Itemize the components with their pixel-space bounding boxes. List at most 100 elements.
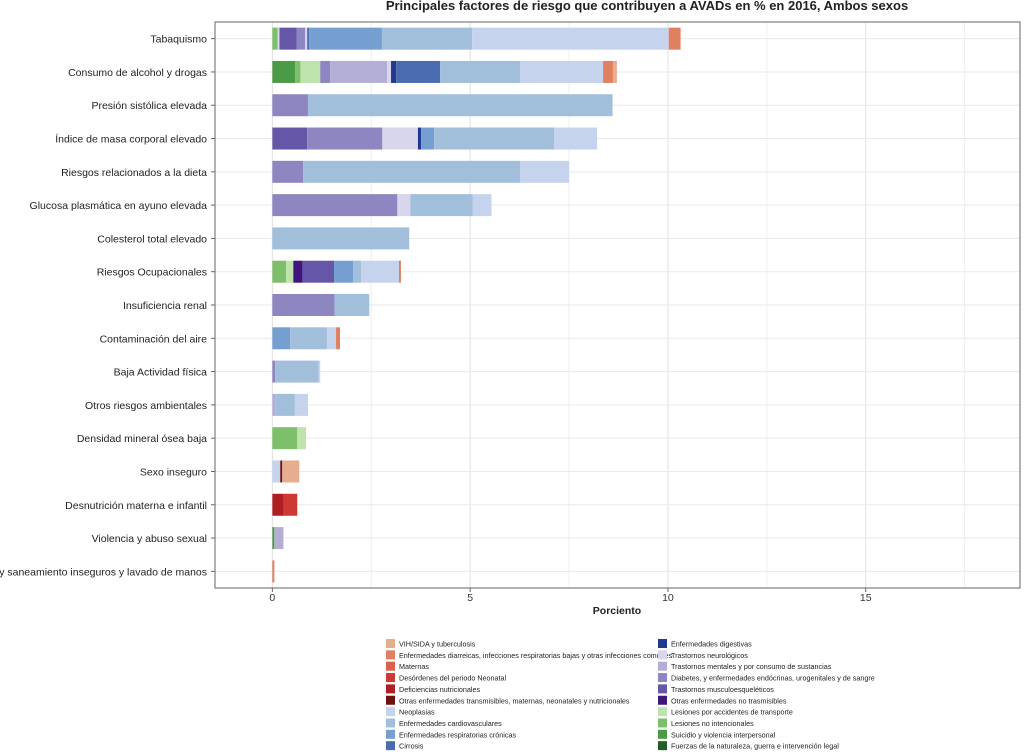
bar-segment: [272, 227, 410, 250]
legend-label: Cirrosis: [399, 742, 424, 751]
bar-segment: [307, 27, 310, 50]
legend-label: Diabetes, y enfermedades endócrinas, uro…: [671, 674, 875, 683]
legend-label: VIH/SIDA y tuberculosis: [399, 640, 476, 649]
x-tick-label: 10: [662, 592, 674, 604]
category-label: Riesgos Ocupacionales: [97, 267, 207, 279]
bar-segment: [294, 393, 308, 416]
legend-label: Trastornos musculoesqueléticos: [671, 685, 774, 694]
bar-segment: [283, 493, 298, 516]
legend-swatch: [386, 718, 395, 728]
x-tick-labels: 0 5 10 15: [269, 588, 872, 604]
legend-swatch: [386, 639, 395, 648]
legend-item: Enfermedades cardiovasculares: [386, 718, 502, 728]
category-label: Riesgos relacionados a la dieta: [61, 167, 207, 179]
legend-item: VIH/SIDA y tuberculosis: [386, 639, 476, 649]
legend-swatch: [658, 718, 667, 728]
bar-segment: [387, 60, 392, 83]
legend-swatch: [658, 707, 667, 717]
legend-item: Enfermedades digestivas: [658, 639, 752, 649]
bar-segment: [472, 27, 669, 50]
bars: [272, 27, 681, 583]
bar-segment: [290, 327, 327, 350]
bar-segment: [519, 60, 604, 83]
legend-label: Desórdenes del periodo Neonatal: [399, 674, 506, 683]
legend-swatch: [658, 741, 667, 751]
bar-segment: [275, 360, 319, 383]
bar-segment: [272, 327, 291, 350]
legend-swatch: [386, 729, 395, 739]
bar-segment: [334, 260, 354, 283]
bar-segment: [272, 360, 276, 383]
bar-segment: [272, 160, 304, 183]
bar-segment: [293, 260, 303, 283]
legend: VIH/SIDA y tuberculosis Enfermedades diar…: [386, 639, 875, 751]
bar-segment: [272, 560, 275, 583]
bar-segment: [307, 127, 383, 150]
bar-segment: [303, 160, 520, 183]
bar-segment: [381, 27, 473, 50]
bar-segment: [440, 60, 520, 83]
category-label: Consumo de alcohol y drogas: [68, 67, 207, 79]
bar-segment: [519, 160, 570, 183]
bar-segment: [417, 127, 422, 150]
legend-swatch: [658, 639, 667, 648]
legend-item: Otras enfermedades no trasmisibles: [658, 695, 787, 705]
bar-segment: [272, 493, 284, 516]
bar-segment: [353, 260, 361, 283]
legend-item: Neoplasias: [386, 707, 435, 717]
legend-item: Deficiencias nutricionales: [386, 684, 481, 694]
chart-title: Principales factores de riesgo que contr…: [386, 0, 908, 13]
bar-segment: [397, 194, 411, 217]
legend-item: Otras enfermedades transmisibles, matern…: [386, 695, 630, 705]
bar-segment: [336, 327, 341, 350]
plot-border: [214, 21, 1021, 589]
legend-swatch: [658, 650, 667, 660]
legend-item: Diabetes, y enfermedades endócrinas, uro…: [658, 673, 875, 683]
category-labels: Tabaquismo Consumo de alcohol y drogas Pre…: [0, 34, 215, 578]
bar-segment: [279, 27, 297, 50]
category-label: Agua y saneamiento inseguros y lavado de…: [0, 566, 207, 578]
bar-segment: [302, 260, 335, 283]
legend-swatch: [658, 695, 667, 705]
legend-item: Trastornos mentales y por consumo de sus…: [658, 661, 832, 671]
legend-swatch: [658, 661, 667, 671]
legend-swatch: [386, 741, 395, 751]
bar-segment: [668, 27, 681, 50]
legend-label: Lesiones por accidentes de transporte: [671, 708, 793, 717]
bar-segment: [272, 27, 278, 50]
bar-segment: [272, 393, 276, 416]
legend-label: Otras enfermedades transmisibles, matern…: [399, 696, 630, 705]
bar-segment: [272, 294, 335, 316]
bar-segment: [272, 427, 298, 450]
bar-segment: [382, 127, 418, 150]
legend-item: Maternas: [386, 661, 429, 671]
legend-label: Enfermedades digestivas: [671, 640, 752, 649]
bar-segment: [603, 60, 613, 83]
bar-segment: [274, 527, 284, 550]
legend-swatch: [386, 673, 395, 683]
legend-label: Suicidio y violencia interpersonal: [671, 730, 776, 739]
legend-swatch: [386, 707, 395, 717]
legend-label: Neoplasias: [399, 708, 435, 717]
legend-swatch: [386, 695, 395, 705]
legend-item: Trastornos neurológicos: [658, 650, 748, 660]
bar-segment: [309, 27, 382, 50]
category-label: Baja Actividad física: [114, 367, 208, 379]
legend-item: Desórdenes del periodo Neonatal: [386, 673, 506, 683]
category-label: Violencia y abuso sexual: [92, 533, 207, 545]
x-tick-label: 0: [269, 592, 275, 604]
bar-segment: [554, 127, 598, 150]
category-label: Otros riesgos ambientales: [85, 400, 207, 412]
bar-segment: [272, 60, 296, 83]
bar-segment: [305, 27, 308, 50]
x-axis-label: Porciento: [593, 605, 641, 617]
category-label: Desnutrición materna e infantil: [65, 500, 207, 512]
bar-segment: [391, 60, 397, 83]
bar-segment: [300, 60, 321, 83]
legend-label: Enfermedades diarreicas, infecciones res…: [399, 651, 673, 660]
legend-label: Otras enfermedades no trasmisibles: [671, 696, 787, 705]
bar-segment: [272, 127, 308, 150]
category-label: Densidad mineral ósea baja: [77, 433, 207, 445]
legend-label: Lesiones no intencionales: [671, 719, 754, 728]
